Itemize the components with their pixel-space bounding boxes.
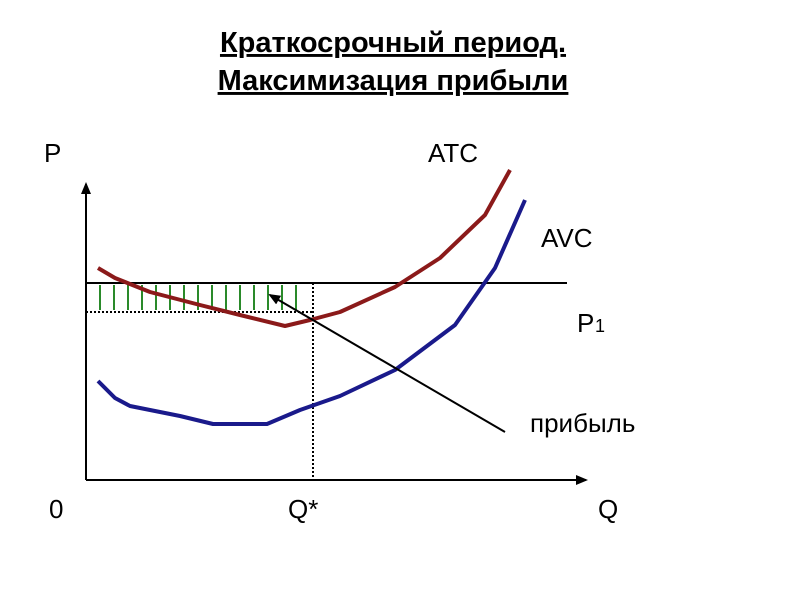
price-subscript: 1 xyxy=(595,316,605,336)
title-line1: Краткосрочный период. xyxy=(220,27,566,59)
atc-label: ATC xyxy=(428,138,478,168)
avc-curve xyxy=(96,199,527,426)
y-axis-label: P xyxy=(44,138,61,168)
avc-label: AVC xyxy=(541,223,593,253)
x-axis-label: Q xyxy=(598,494,618,524)
profit-arrow xyxy=(268,293,506,433)
price-label: P xyxy=(577,308,594,338)
origin-label: 0 xyxy=(49,494,63,524)
q-star-label: Q* xyxy=(288,494,318,524)
title-line2: Максимизация прибыли xyxy=(218,65,569,97)
atc-curve xyxy=(96,169,512,328)
profit-label: прибыль xyxy=(530,408,635,438)
